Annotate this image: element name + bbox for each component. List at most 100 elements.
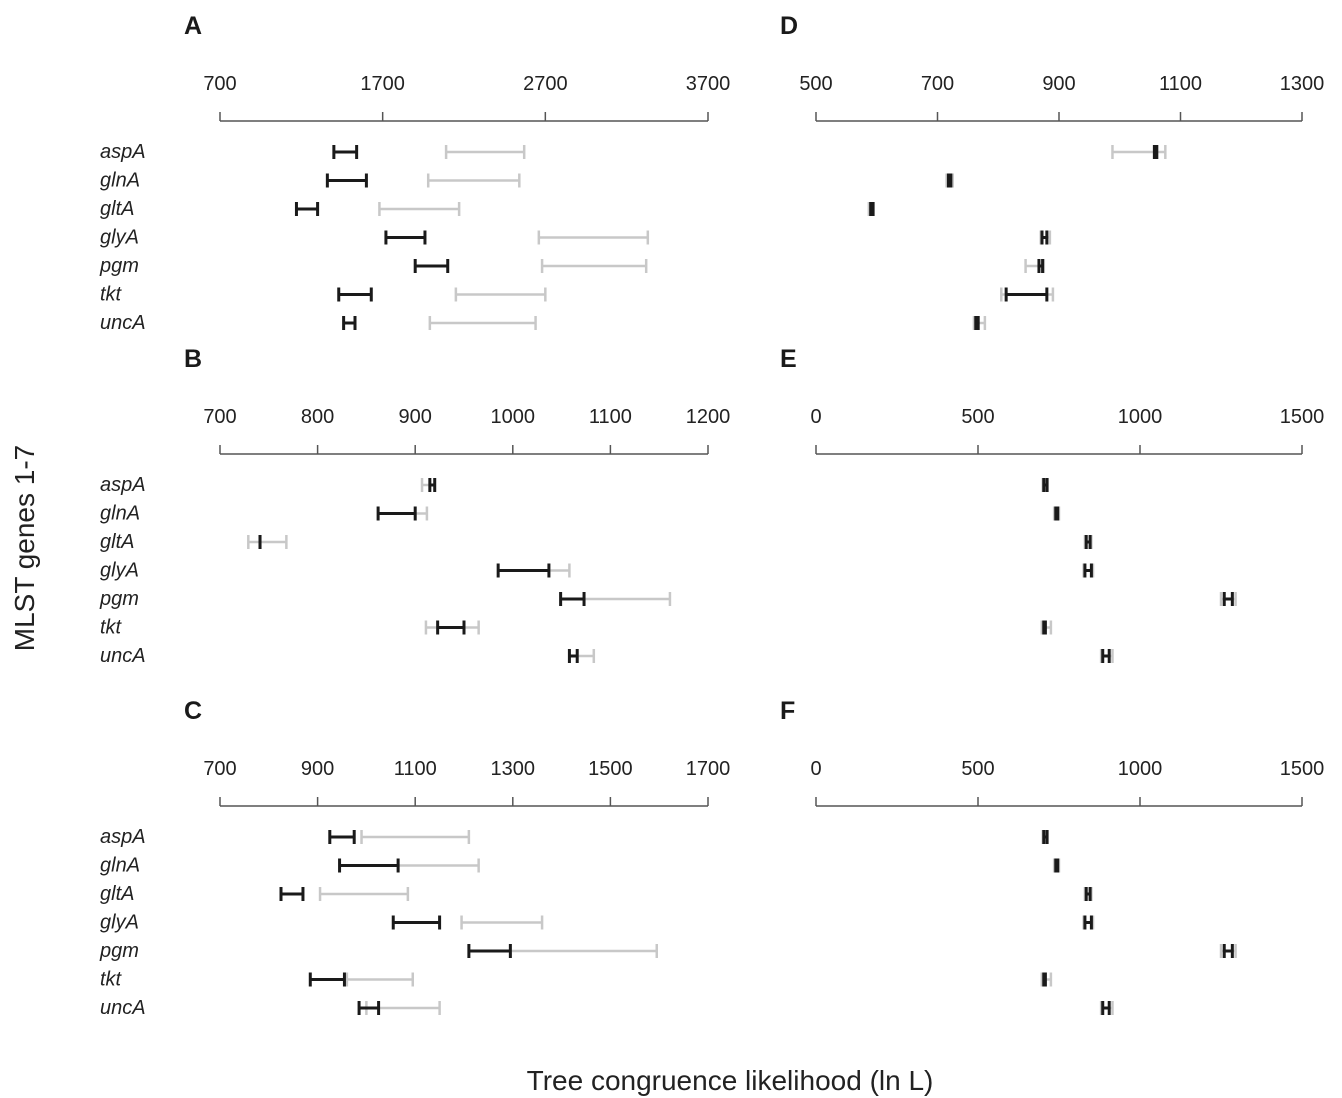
panel-letter: A [184,12,202,40]
range-bar-dark [384,230,427,245]
x-tick-label: 800 [301,406,334,428]
gene-label: aspA [100,826,146,848]
x-tick-label: 500 [961,406,994,428]
range-bar-dark [337,287,373,302]
panel-letter: B [184,345,202,373]
x-tick-label: 0 [810,406,821,428]
gene-label: pgm [99,255,139,277]
range-bar-dark [1152,145,1159,159]
x-tick-label: 0 [810,758,821,780]
x-tick-label: 1500 [588,758,633,780]
range-bar-dark [1101,649,1111,663]
panel-letter: F [780,697,795,725]
range-bar-dark [413,259,450,273]
y-axis-label: MLST genes 1-7 [9,445,40,652]
x-tick-label: 1700 [360,73,405,95]
x-tick-label: 1000 [491,406,536,428]
range-bar-dark [1042,972,1047,987]
range-bar-light [540,259,648,273]
gene-label: gltA [100,198,134,220]
gene-label: tkt [100,969,123,991]
x-tick-label: 1700 [686,758,731,780]
range-bar-light [426,173,521,188]
range-bar-light [413,506,429,521]
x-axis-label: Tree congruence likelihood (ln L) [527,1065,934,1096]
range-bar-light [547,563,571,578]
range-bar-dark [1042,478,1049,492]
x-tick-label: 1100 [1159,73,1202,95]
panel-c: C 700 900 1100 1300 1500 1700 aspA glnA gltA glyA p… [99,697,730,1019]
gene-label: uncA [100,997,146,1019]
x-tick-label: 900 [399,406,432,428]
x-tick-label: 1100 [394,758,437,780]
gene-label: uncA [100,645,146,667]
gene-label: aspA [100,474,146,496]
panel-d: D 500 700 900 1100 1300 [780,12,1324,330]
range-bar-dark [294,202,320,216]
range-bar-light [575,649,596,663]
x-tick-label: 1300 [1280,73,1325,95]
gene-label: glnA [100,170,140,192]
gene-label: glnA [100,855,140,877]
range-bar-dark [496,563,551,578]
gene-label: pgm [99,588,139,610]
range-bar-dark [1084,535,1092,549]
range-bar-dark [869,202,875,216]
range-bar-dark [436,620,466,635]
panels: A 700 1700 2700 3700 aspA glnA gltA glyA pgm tkt un… [99,12,1324,1019]
range-bar-dark [1040,230,1049,245]
range-bar-dark [332,145,359,159]
x-tick-label: 700 [203,758,236,780]
range-bar-light [247,535,288,549]
range-bar-dark [467,944,512,958]
range-bar-dark [428,478,437,492]
panel-f: F 0 500 1000 1500 [780,697,1324,1015]
x-tick-label: 3700 [686,73,731,95]
range-bar-light [345,972,415,987]
x-tick-label: 1000 [1118,758,1163,780]
range-bar-light [454,287,547,302]
range-bar-dark [559,592,586,606]
range-bar-dark [376,506,417,521]
range-bar-dark [338,858,400,873]
panel-letter: C [184,697,202,725]
x-tick-label: 1200 [686,406,731,428]
range-bar-dark [1083,563,1093,578]
x-tick-label: 900 [301,758,334,780]
panel-e: E 0 500 1000 1500 [780,345,1324,663]
range-bar-light [460,915,544,930]
gene-label: pgm [99,940,139,962]
x-tick-label: 700 [203,406,236,428]
panel-b: B 700 800 900 1000 1100 1200 aspA glnA gltA glyA pg… [99,345,730,667]
gene-label: tkt [100,284,123,306]
range-bar-light [360,830,471,844]
range-bar-dark [308,972,346,987]
range-bar-dark [567,649,579,663]
range-bar-dark [1101,1001,1111,1015]
range-bar-light [396,858,480,873]
range-bar-dark [328,830,356,844]
range-bar-light [582,592,672,606]
range-bar-light [537,230,650,245]
x-tick-label: 1500 [1280,406,1325,428]
x-tick-label: 900 [1042,73,1075,95]
range-bar-dark [1054,506,1060,521]
range-bar-dark [1042,830,1049,844]
x-tick-label: 1100 [589,406,632,428]
range-bar-dark [342,316,357,330]
gene-label: gltA [100,883,134,905]
x-tick-label: 2700 [523,73,568,95]
x-tick-label: 500 [799,73,832,95]
range-bar-dark [1084,887,1092,901]
gene-label: glyA [100,227,139,249]
panel-letter: D [780,12,798,40]
range-bar-dark [974,316,980,330]
gene-label: uncA [100,312,146,334]
range-bar-dark [1054,858,1060,873]
range-bar-dark [325,173,368,188]
range-bar-light [318,887,410,901]
range-bar-light [444,145,526,159]
x-tick-label: 1000 [1118,406,1163,428]
range-bar-dark [1222,592,1234,606]
